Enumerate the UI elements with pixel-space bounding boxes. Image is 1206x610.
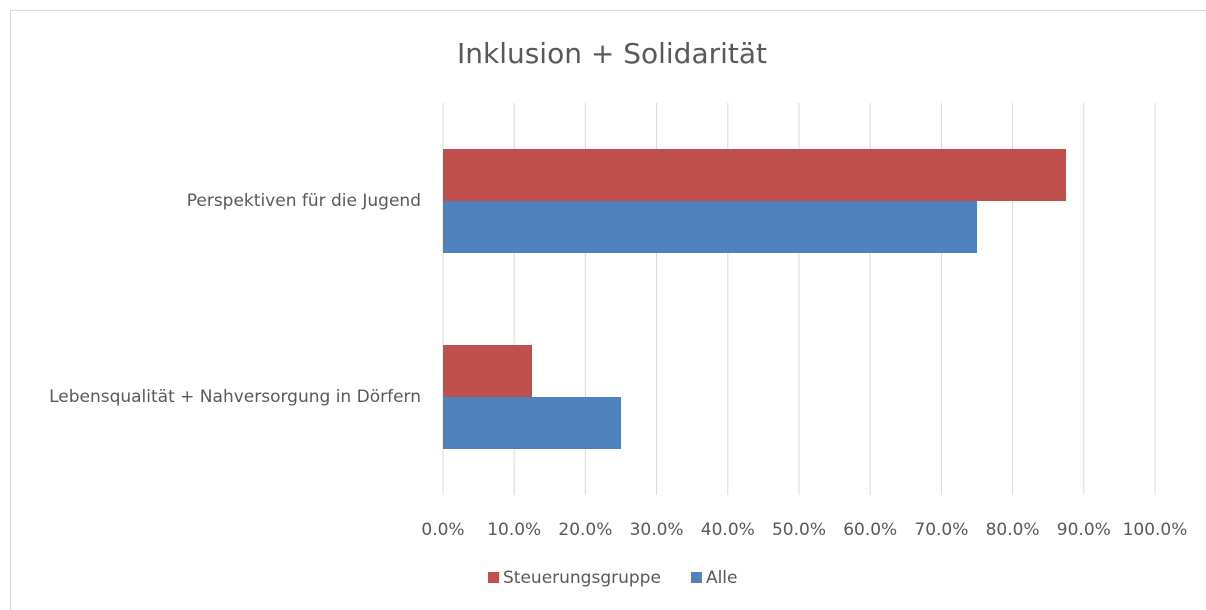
x-tick-label: 30.0%: [630, 520, 684, 540]
legend-swatch: [488, 572, 499, 583]
x-tick-label: 40.0%: [701, 520, 755, 540]
legend-label: Alle: [706, 568, 738, 588]
bar: [443, 397, 621, 449]
x-tick-label: 10.0%: [487, 520, 541, 540]
x-tick-label: 50.0%: [772, 520, 826, 540]
x-tick-label: 20.0%: [558, 520, 612, 540]
bar: [443, 345, 532, 397]
bar: [443, 149, 1066, 201]
chart-title: Inklusion + Solidarität: [457, 37, 767, 70]
y-tick-label: Perspektiven für die Jugend: [187, 191, 421, 211]
x-tick-label: 60.0%: [843, 520, 897, 540]
x-tick-label: 80.0%: [986, 520, 1040, 540]
x-tick-label: 90.0%: [1057, 520, 1111, 540]
x-tick-label: 100.0%: [1123, 520, 1188, 540]
legend-label: Steuerungsgruppe: [503, 568, 661, 588]
bar: [443, 201, 977, 253]
legend-swatch: [690, 572, 702, 583]
chart-border: [10, 10, 1206, 610]
y-tick-label: Lebensqualität + Nahversorgung in Dörfer…: [49, 387, 421, 407]
x-tick-label: 0.0%: [421, 520, 464, 540]
x-tick-label: 70.0%: [914, 520, 968, 540]
